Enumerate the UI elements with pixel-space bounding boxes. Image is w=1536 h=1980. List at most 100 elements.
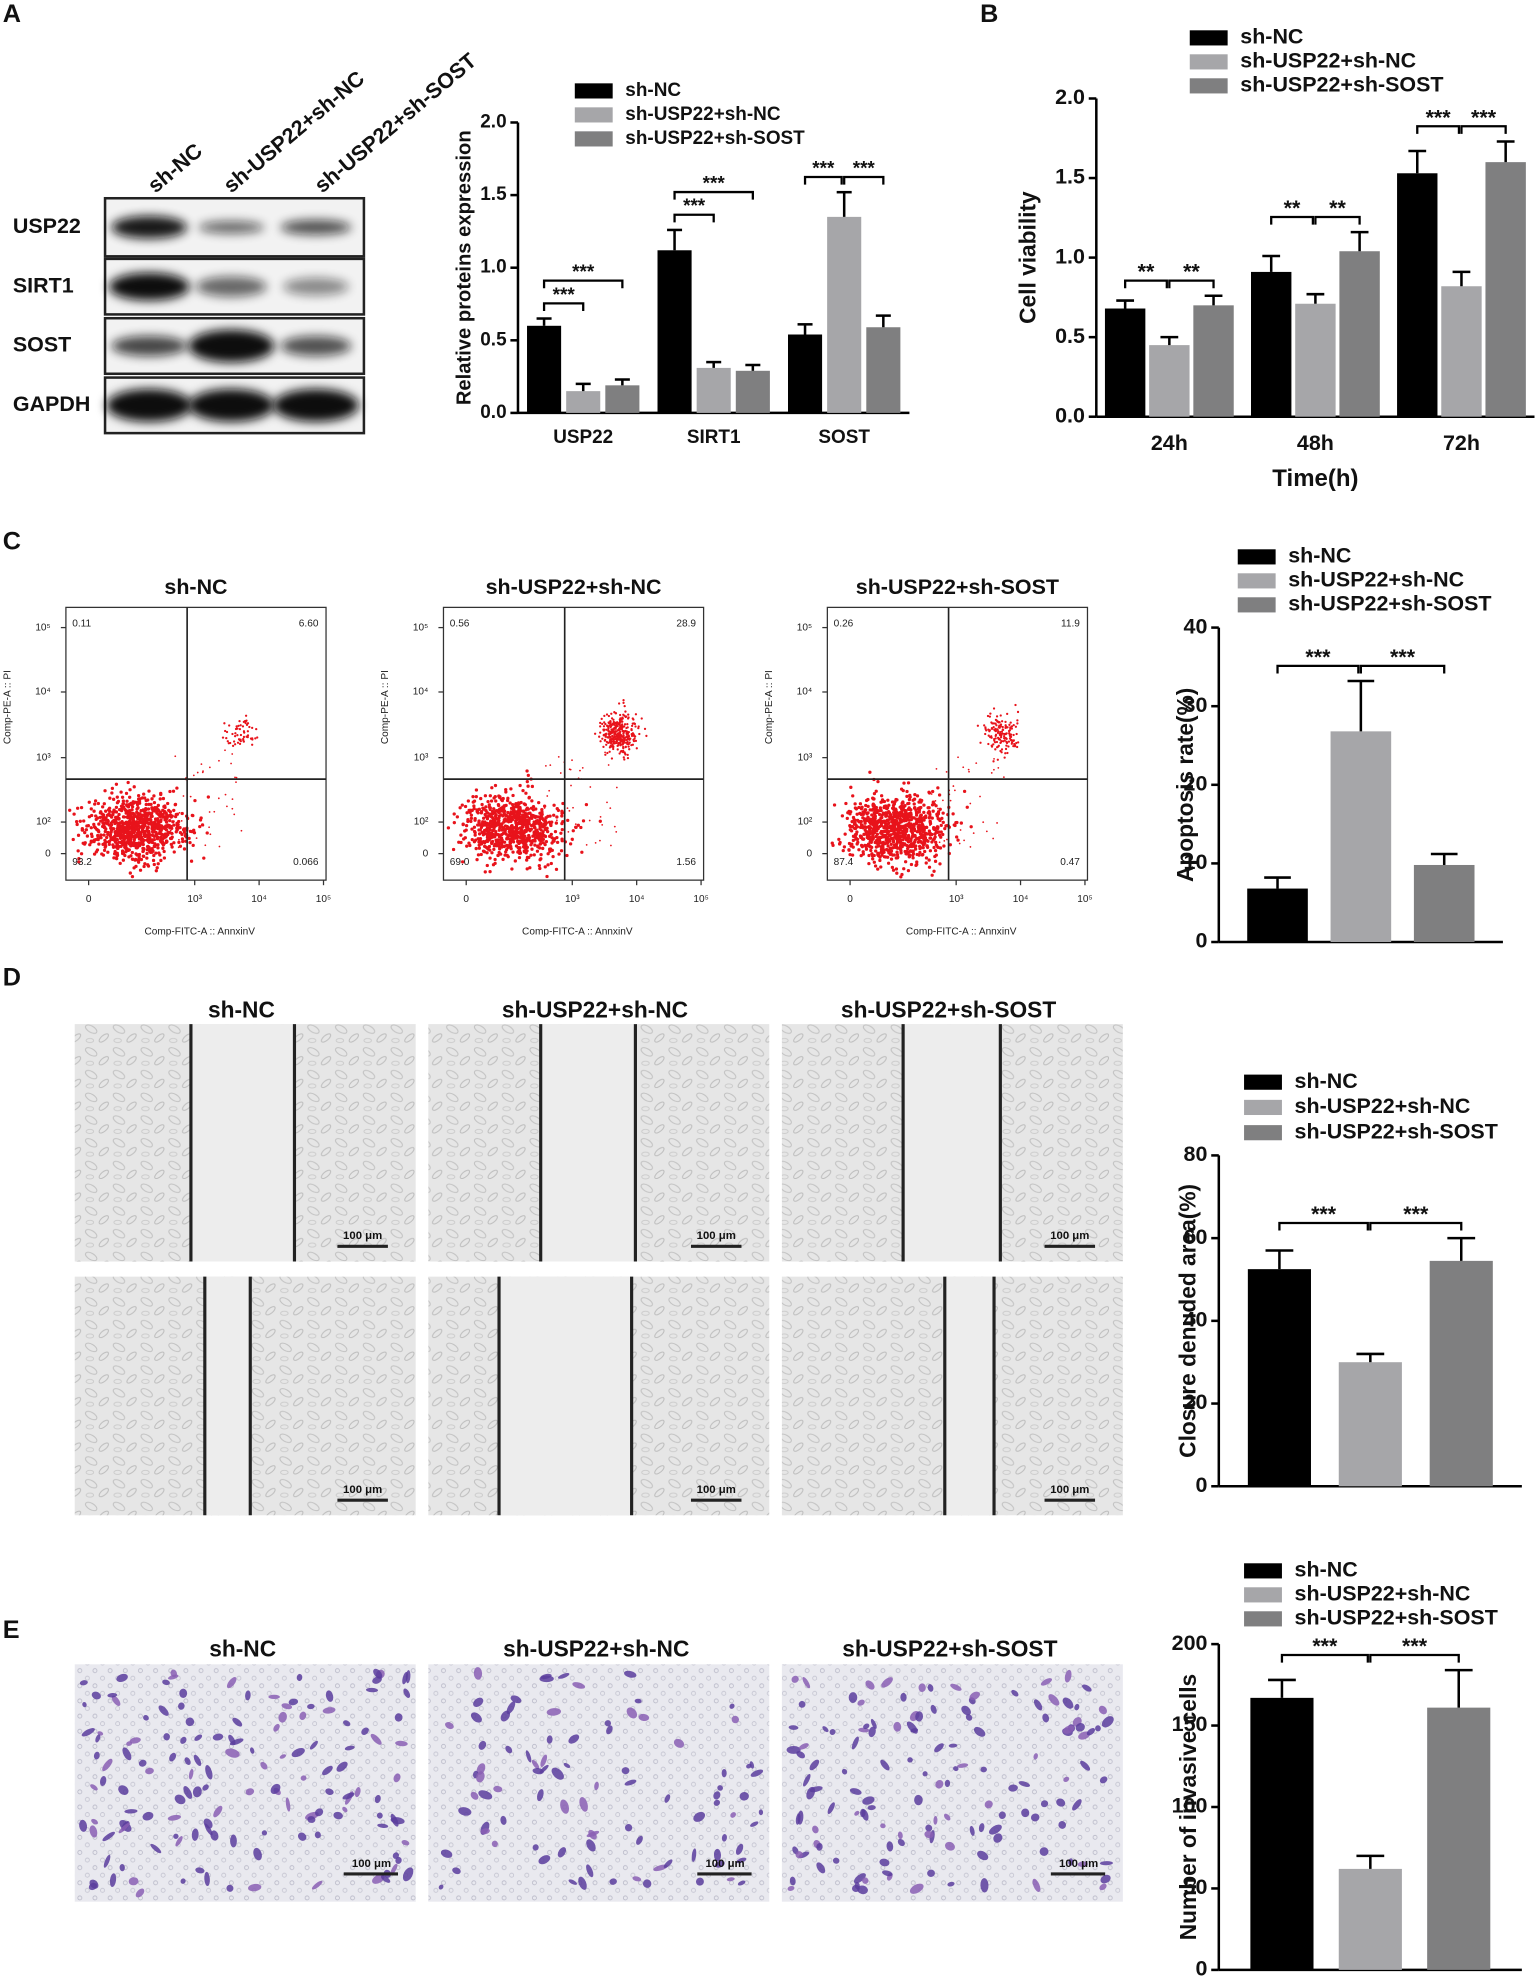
- legend-label: sh-USP22+sh-SOST: [1295, 1606, 1498, 1630]
- event-dot: [533, 843, 537, 847]
- event-dot: [939, 819, 942, 822]
- event-dot: [462, 837, 466, 841]
- event-dot: [850, 853, 855, 857]
- event-dot: [129, 839, 133, 844]
- event-dot: [885, 841, 889, 845]
- event-dot: [843, 832, 847, 836]
- event-dot: [158, 853, 162, 857]
- event-dot: [571, 759, 573, 762]
- event-dot: [162, 856, 167, 860]
- stained-cell: [857, 1699, 865, 1706]
- event-dot: [957, 756, 959, 759]
- event-dot: [534, 836, 538, 840]
- event-dot: [132, 785, 136, 789]
- event-dot: [164, 840, 168, 845]
- image-title: sh-USP22+sh-NC: [503, 1635, 689, 1661]
- stained-cell: [798, 1700, 806, 1708]
- event-dot: [936, 811, 940, 815]
- bar: [1295, 303, 1336, 417]
- event-dot: [609, 745, 612, 748]
- event-dot: [849, 810, 853, 814]
- event-dot: [623, 723, 627, 726]
- blot-band: [280, 219, 352, 235]
- blot-band: [198, 220, 265, 234]
- event-dot: [998, 737, 1001, 740]
- event-dot: [80, 828, 84, 832]
- stained-cell: [795, 1851, 803, 1859]
- event-dot: [610, 717, 614, 720]
- y-tick-label: 10⁵: [35, 622, 50, 633]
- event-dot: [169, 827, 172, 829]
- event-dot: [110, 786, 115, 790]
- event-dot: [75, 822, 79, 827]
- event-dot: [208, 811, 211, 813]
- event-dot: [89, 807, 93, 811]
- event-dot: [472, 825, 477, 829]
- y-tick-label: 80: [1184, 1142, 1208, 1166]
- event-dot: [134, 864, 138, 869]
- event-dot: [626, 743, 629, 746]
- event-dot: [996, 731, 1000, 735]
- event-dot: [905, 849, 909, 854]
- event-dot: [559, 772, 562, 774]
- event-dot: [625, 726, 628, 730]
- event-dot: [225, 736, 228, 740]
- event-dot: [162, 836, 166, 840]
- event-dot: [469, 816, 474, 821]
- event-dot: [840, 814, 845, 818]
- event-dot: [624, 741, 628, 744]
- event-dot: [614, 724, 617, 727]
- event-dot: [517, 839, 522, 843]
- stained-cell: [832, 1857, 840, 1864]
- event-dot: [915, 860, 919, 864]
- event-dot: [167, 808, 171, 813]
- event-dot: [241, 725, 245, 728]
- stained-cell: [245, 1690, 251, 1701]
- event-dot: [204, 844, 207, 847]
- stained-cell: [401, 1839, 410, 1846]
- event-dot: [975, 762, 978, 764]
- event-dot: [98, 815, 103, 820]
- stained-cell: [944, 1841, 955, 1851]
- event-dot: [496, 842, 500, 846]
- stained-cell: [857, 1885, 868, 1895]
- event-dot: [493, 809, 498, 813]
- stained-cell: [343, 1720, 351, 1727]
- event-dot: [485, 851, 489, 855]
- stained-cell: [395, 1740, 408, 1747]
- event-dot: [627, 738, 630, 741]
- event-dot: [75, 820, 79, 824]
- event-dot: [72, 812, 76, 816]
- event-dot: [622, 749, 625, 752]
- event-dot: [864, 830, 869, 834]
- legend-label: sh-NC: [1240, 25, 1303, 49]
- event-dot: [526, 784, 530, 788]
- event-dot: [477, 823, 481, 827]
- event-dot: [156, 835, 160, 840]
- event-dot: [539, 857, 543, 861]
- y-axis-label: Comp-PE-A :: PI: [380, 670, 391, 744]
- stained-cell: [788, 1725, 799, 1730]
- event-dot: [173, 820, 175, 823]
- legend-label: sh-USP22+sh-SOST: [1288, 592, 1491, 616]
- event-dot: [604, 753, 607, 756]
- event-dot: [943, 826, 947, 831]
- event-dot: [606, 751, 609, 755]
- event-dot: [572, 806, 574, 809]
- event-dot: [518, 783, 522, 788]
- stained-cell: [880, 1759, 890, 1771]
- blot-band: [283, 277, 349, 296]
- event-dot: [227, 742, 230, 745]
- stained-cell: [642, 1879, 652, 1888]
- event-dot: [497, 816, 501, 820]
- event-dot: [90, 834, 94, 839]
- event-dot: [895, 850, 899, 854]
- event-dot: [154, 833, 159, 837]
- event-dot: [881, 845, 885, 850]
- event-dot: [114, 782, 119, 786]
- event-dot: [871, 833, 875, 838]
- stained-cell: [336, 1761, 348, 1772]
- stained-cell: [325, 1690, 334, 1702]
- stained-cell: [279, 1754, 287, 1759]
- event-dot: [855, 837, 860, 841]
